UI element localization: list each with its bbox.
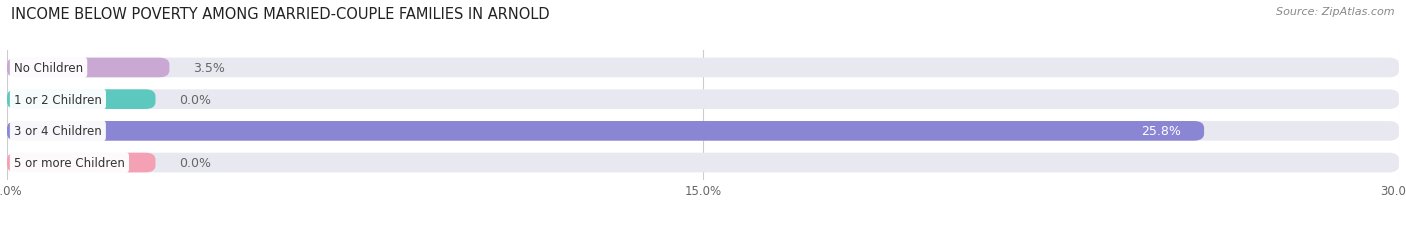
FancyBboxPatch shape (7, 122, 1204, 141)
FancyBboxPatch shape (7, 58, 170, 78)
FancyBboxPatch shape (7, 90, 156, 109)
Text: INCOME BELOW POVERTY AMONG MARRIED-COUPLE FAMILIES IN ARNOLD: INCOME BELOW POVERTY AMONG MARRIED-COUPL… (11, 7, 550, 22)
Text: 0.0%: 0.0% (179, 156, 211, 169)
Text: 3 or 4 Children: 3 or 4 Children (14, 125, 101, 138)
Text: 3.5%: 3.5% (193, 62, 225, 75)
FancyBboxPatch shape (7, 122, 1399, 141)
FancyBboxPatch shape (7, 90, 1399, 109)
FancyBboxPatch shape (7, 153, 156, 173)
Text: Source: ZipAtlas.com: Source: ZipAtlas.com (1277, 7, 1395, 17)
Text: 5 or more Children: 5 or more Children (14, 156, 125, 169)
Text: 25.8%: 25.8% (1142, 125, 1181, 138)
FancyBboxPatch shape (7, 58, 1399, 78)
Text: No Children: No Children (14, 62, 83, 75)
FancyBboxPatch shape (7, 153, 1399, 173)
Text: 0.0%: 0.0% (179, 93, 211, 106)
Text: 1 or 2 Children: 1 or 2 Children (14, 93, 101, 106)
